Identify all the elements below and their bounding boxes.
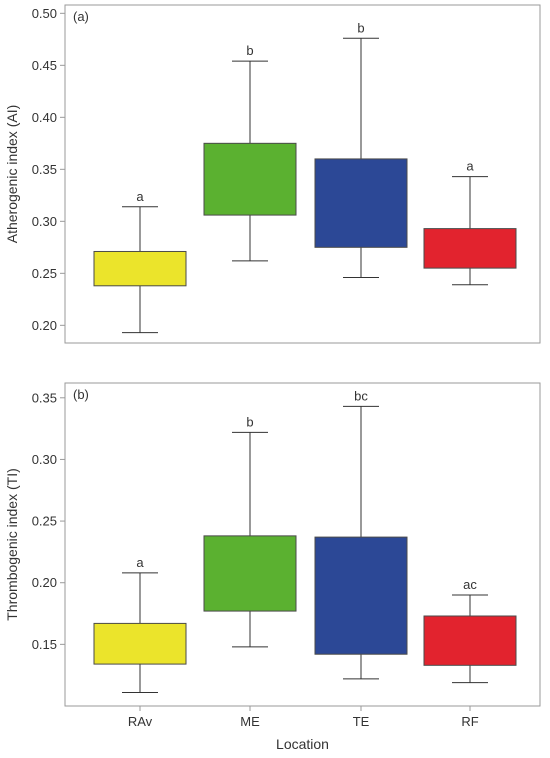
y-tick-label: 0.20 [32,318,57,333]
box-te: b [314,20,408,278]
significance-letter: bc [354,388,368,403]
significance-letter: a [466,159,474,174]
significance-letter: b [357,20,364,35]
box-me: b [203,43,297,262]
significance-letter: b [246,414,253,429]
box-me: b [203,414,297,648]
y-tick-label: 0.15 [32,637,57,652]
y-tick-label: 0.20 [32,575,57,590]
plot-frame [64,4,541,344]
box-body [423,228,517,269]
box-rav: a [93,189,187,334]
x-tick-label: RF [461,714,478,729]
y-tick-label: 0.25 [32,514,57,529]
y-tick-label: 0.45 [32,58,57,73]
panel-label: (a) [73,9,89,24]
box-rf: a [423,159,517,286]
box-body [423,615,517,666]
x-tick-label: RAv [128,714,153,729]
y-axis-label: Thrombogenic index (TI) [4,468,20,621]
significance-letter: a [136,189,144,204]
box-body [314,158,408,248]
y-tick-label: 0.30 [32,452,57,467]
x-tick-label: TE [353,714,370,729]
y-axis-label: Atherogenic index (AI) [4,105,20,244]
box-body [93,622,187,665]
chart-panel-b: (b) 0.15 0.20 0.25 0.30 0.35 Thrombogenic inde… [4,382,541,752]
box-body [314,536,408,655]
y-tick-label: 0.30 [32,214,57,229]
y-tick-label: 0.35 [32,390,57,405]
x-axis-label: Location [276,736,329,752]
y-tick-label: 0.35 [32,162,57,177]
y-tick-label: 0.40 [32,110,57,125]
significance-letter: ac [463,577,477,592]
panel-label: (b) [73,387,89,402]
box-body [93,250,187,287]
box-te: bc [314,388,408,680]
y-tick-label: 0.50 [32,6,57,21]
box-rav: a [93,555,187,693]
box-rf: ac [423,577,517,684]
significance-letter: b [246,43,253,58]
significance-letter: a [136,555,144,570]
x-tick-label: ME [240,714,260,729]
box-body [203,142,297,216]
box-body [203,535,297,612]
plot-frame [64,382,541,707]
y-tick-label: 0.25 [32,266,57,281]
chart-panel-a: (a) 0.20 0.25 0.30 0.35 0.40 0.45 0.50 Atherogen… [4,4,541,344]
